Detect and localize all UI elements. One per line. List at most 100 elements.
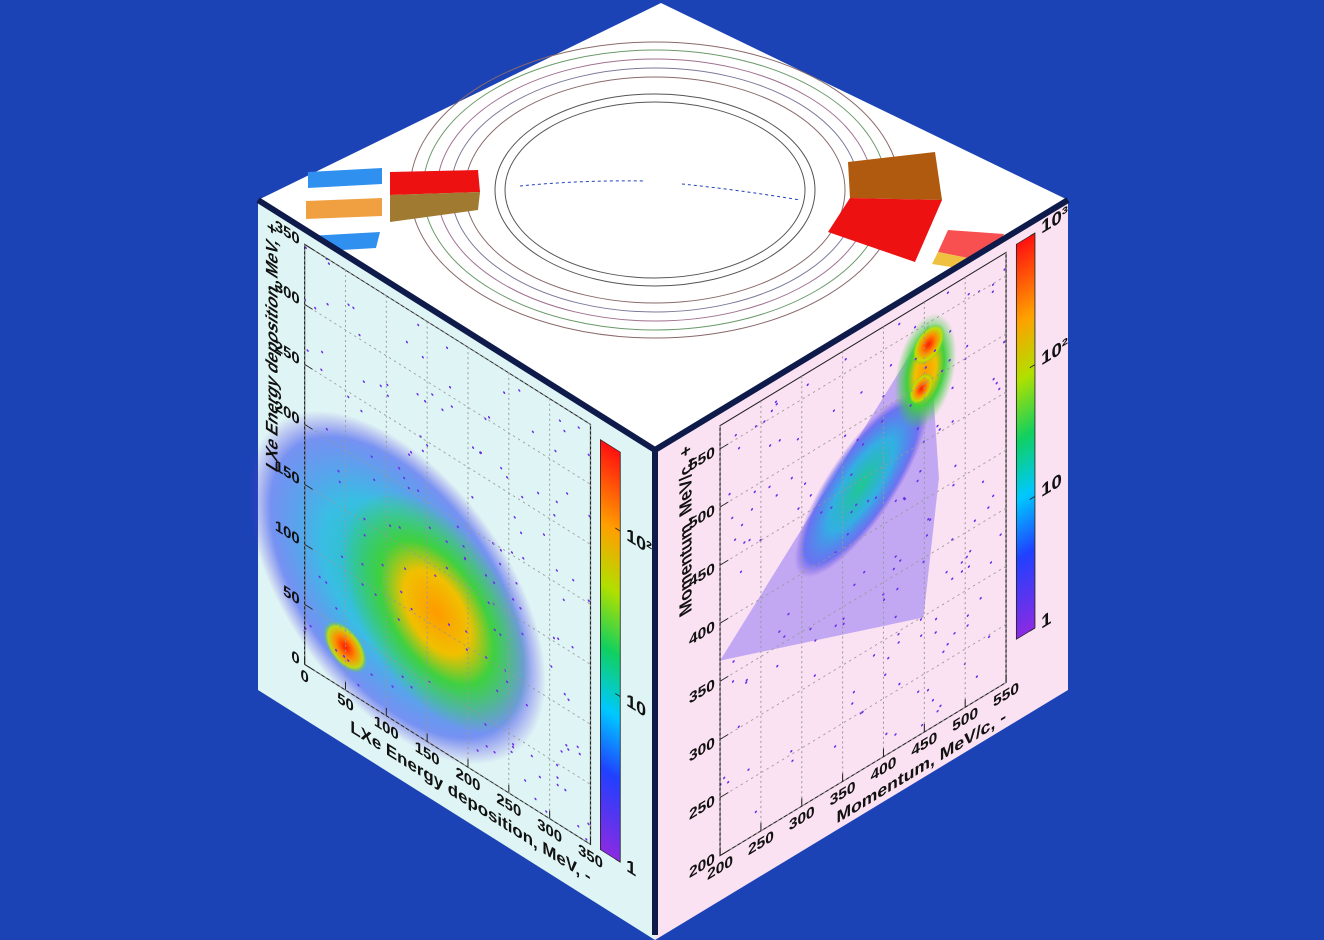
scatter-dot: [476, 749, 479, 752]
scatter-dot: [966, 624, 969, 627]
tick-mark: [720, 501, 729, 508]
scatter-dot: [833, 745, 837, 748]
scatter-dot: [778, 439, 781, 442]
scatter-dot: [902, 496, 906, 500]
scatter-dot: [754, 425, 758, 428]
scatter-dot: [485, 745, 488, 748]
scatter-dot: [304, 246, 307, 250]
scatter-dot: [731, 516, 734, 520]
scatter-dot: [381, 563, 384, 567]
scatter-dot: [578, 752, 581, 756]
scatter-dot: [445, 566, 448, 570]
scatter-dot: [728, 492, 731, 496]
scatter-dot: [842, 622, 845, 626]
scatter-dot: [416, 392, 419, 396]
colorbar-tick: [1029, 364, 1035, 369]
scatter-dot: [484, 723, 487, 726]
scatter-dot: [379, 384, 382, 388]
scatter-dot: [860, 391, 863, 394]
scatter-dot: [404, 567, 407, 570]
scatter-dot: [386, 383, 389, 387]
scatter-dot: [552, 636, 556, 640]
scatter-dot: [325, 427, 328, 431]
scatter-dot: [335, 607, 338, 610]
scatter-dot: [927, 517, 930, 521]
scatter-dot: [896, 587, 899, 591]
grid-line: [720, 275, 1007, 450]
scatter-dot: [445, 346, 449, 350]
scatter-dot: [733, 538, 737, 541]
scatter-dot: [763, 420, 766, 423]
scatter-dot: [462, 545, 465, 548]
scatter-dot: [894, 615, 897, 619]
scatter-dot: [861, 710, 864, 714]
scatter-dot: [898, 322, 901, 326]
scatter-dot: [966, 614, 969, 617]
scatter-dot: [386, 394, 389, 398]
scatter-dot: [960, 561, 963, 564]
cube-edges: [256, 197, 1070, 935]
heat-blobs: [248, 410, 546, 765]
scatter-dot: [450, 405, 453, 408]
scatter-dot: [398, 466, 401, 470]
colorbar: [600, 438, 621, 863]
scatter-dot: [951, 386, 954, 390]
scatter-dot: [951, 577, 954, 581]
scatter-dot: [434, 574, 437, 577]
scatter-dot: [774, 400, 778, 404]
scatter-dot: [397, 618, 400, 621]
scatter-dot: [363, 517, 366, 521]
scatter-dot: [566, 492, 569, 495]
scatter-dot: [892, 567, 895, 571]
scatter-dot: [852, 690, 856, 694]
scatter-dot: [553, 513, 556, 517]
colorbar-tick: [615, 692, 621, 698]
scatter-dot: [555, 763, 559, 767]
scatter-dot: [445, 540, 448, 543]
scatter-dot: [759, 538, 762, 542]
scatter-dot: [493, 628, 496, 632]
scatter-dot: [361, 583, 364, 586]
tick-mark: [720, 675, 729, 682]
scatter-dot: [499, 633, 502, 636]
scatter-dot: [542, 533, 546, 536]
scatter-dot: [558, 419, 562, 422]
scatter-dot: [992, 377, 995, 381]
scatter-dot: [352, 306, 355, 310]
scatter-dot: [493, 750, 496, 754]
scatter-dot: [1003, 340, 1006, 344]
scatter-dot: [499, 562, 502, 566]
scatter-dot: [945, 570, 948, 574]
scatter-dot: [859, 711, 862, 715]
colorbar: [1015, 232, 1036, 640]
scatter-dot: [941, 369, 944, 373]
scatter-dot: [731, 680, 735, 683]
scatter-dot: [358, 333, 361, 337]
scatter-dot: [335, 648, 338, 652]
scatter-dot: [778, 630, 781, 633]
scatter-dot: [531, 430, 534, 434]
scatter-dot: [426, 444, 429, 447]
scatter-dot: [743, 541, 746, 544]
scatter-dot: [374, 593, 377, 596]
scatter-dot: [363, 533, 366, 537]
scatter-dot: [750, 508, 754, 511]
scatter-dot: [920, 723, 924, 727]
scatter-dot: [403, 476, 406, 480]
scatter-dot: [577, 824, 580, 828]
scatter-dot: [844, 357, 847, 361]
scatter-dot: [424, 399, 427, 403]
scatter-dot: [946, 291, 950, 294]
scatter-dot: [530, 754, 533, 758]
scatter-dot: [832, 409, 836, 413]
scatter-dot: [952, 483, 955, 487]
event-display: [306, 41, 1004, 339]
scatter-dot: [510, 750, 513, 754]
colorbar-tick: [1029, 627, 1035, 632]
scatter-dot: [327, 262, 330, 265]
scatter-dot: [951, 538, 954, 541]
scatter-dot: [894, 555, 897, 558]
scatter-dot: [863, 570, 866, 574]
